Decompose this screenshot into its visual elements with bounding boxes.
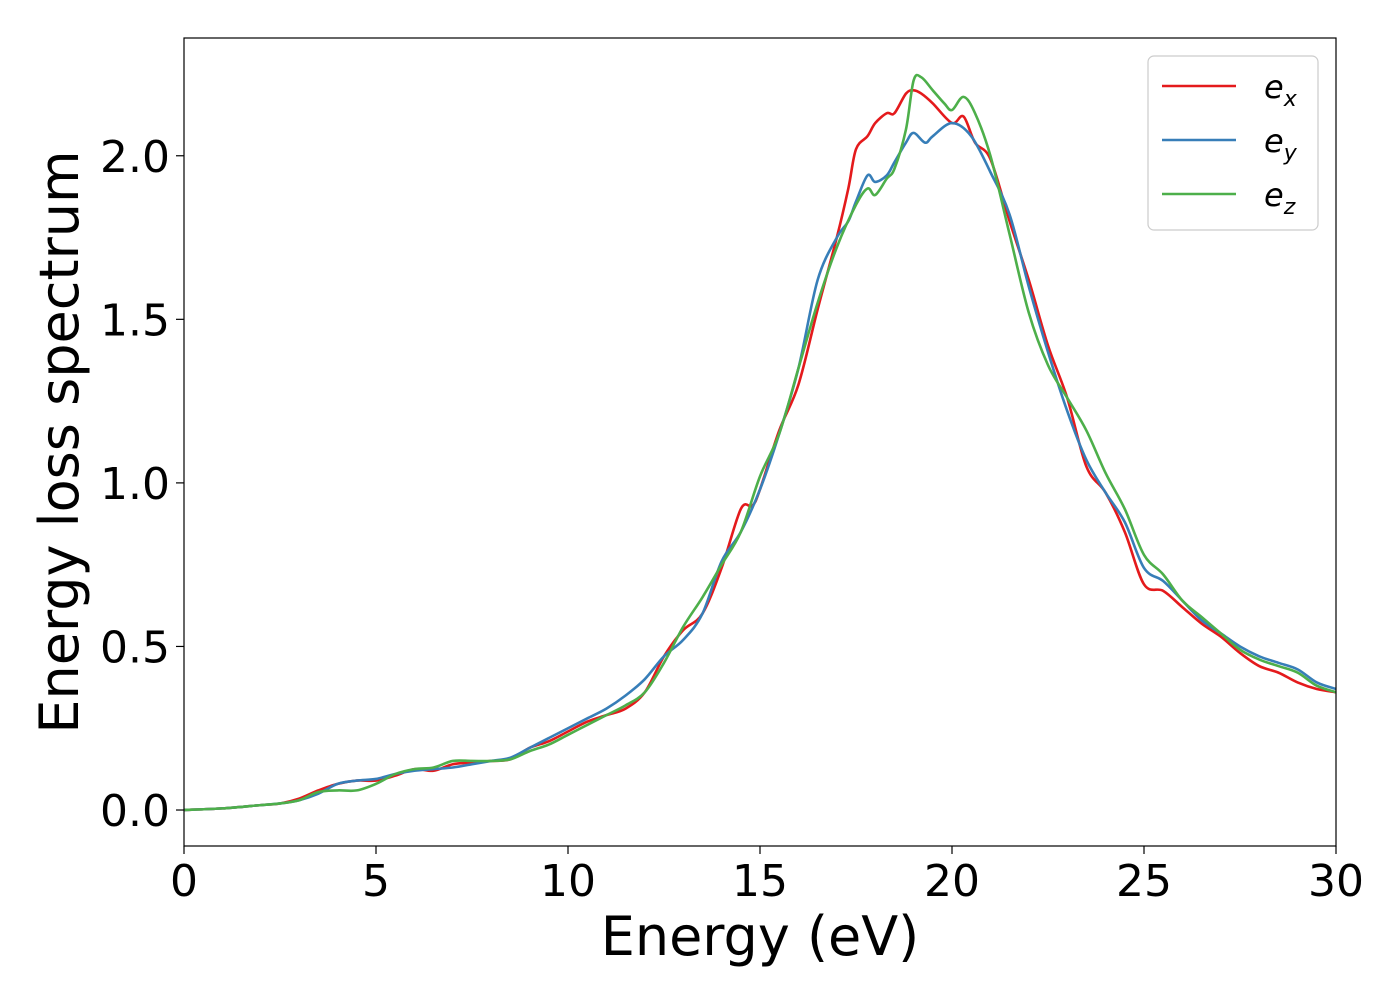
legend-label-z: ez — [1264, 176, 1296, 220]
y-tick-label: 1.5 — [100, 295, 170, 346]
x-tick-label: 25 — [1116, 856, 1172, 907]
legend-box — [1147, 55, 1319, 231]
x-tick-label: 0 — [170, 856, 198, 907]
y-tick-label: 0.5 — [100, 622, 170, 673]
x-tick-label: 15 — [732, 856, 788, 907]
series-layer — [184, 73, 1336, 812]
x-axis-label: Energy (eV) — [601, 905, 920, 968]
axes-layer: 0 5 10 15 20 25 30 0.0 0.5 1.0 1.5 2.0 Energy (eV) En… — [28, 37, 1364, 968]
legend-label-y: ey — [1264, 122, 1298, 166]
legend: ex ey ez — [1147, 55, 1319, 231]
series-line-y — [184, 121, 1336, 812]
y-tick-label: 0.0 — [100, 786, 170, 837]
x-tick-label: 10 — [540, 856, 596, 907]
y-tick-label: 2.0 — [100, 132, 170, 183]
x-tick-label: 20 — [924, 856, 980, 907]
y-tick-label: 1.0 — [100, 459, 170, 510]
legend-label-x: ex — [1264, 68, 1298, 112]
y-axis-label: Energy loss spectrum — [28, 150, 91, 733]
x-tick-label: 5 — [362, 856, 390, 907]
x-tick-label: 30 — [1308, 856, 1364, 907]
series-line-z — [184, 73, 1336, 812]
